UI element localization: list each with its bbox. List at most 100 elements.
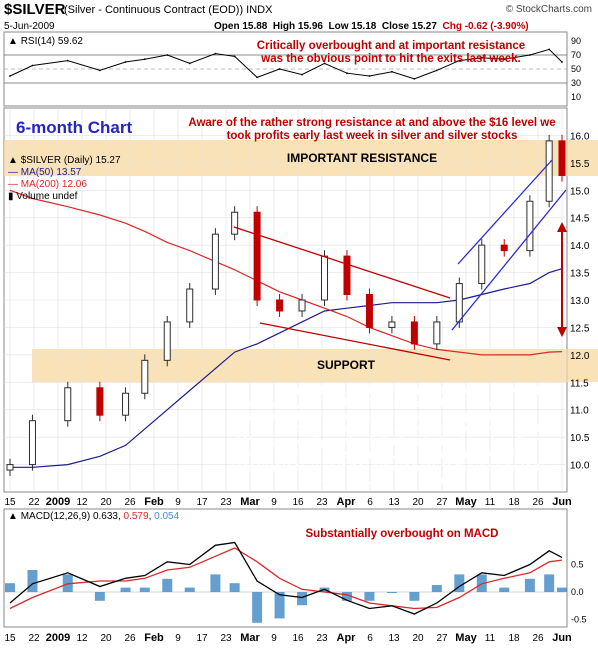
x-tick-label: 23 <box>316 633 328 644</box>
price-candle <box>478 244 486 285</box>
down-channel-lower <box>259 322 451 361</box>
x-tick-label: 18 <box>508 633 520 644</box>
high-value: High 15.96 <box>272 21 323 32</box>
price-tick-label: 11.0 <box>570 406 589 417</box>
macd-histogram-bar <box>341 592 352 601</box>
x-tick-label: 26 <box>532 497 544 508</box>
resistance-band <box>4 140 598 176</box>
x-tick-label: 11 <box>485 497 496 508</box>
price-tick-label: 11.5 <box>570 378 589 389</box>
macd-histogram-bar <box>162 578 173 592</box>
x-tick-label: 12 <box>76 633 88 644</box>
x-tick-label: May <box>455 496 477 508</box>
rsi-point <box>31 64 34 67</box>
price-candle <box>28 420 36 466</box>
rsi-point <box>323 62 326 65</box>
ohlc-readout: Open 15.88 High 15.96 Low 15.18 Close 15… <box>214 21 529 32</box>
macd-histogram-bar <box>364 592 375 601</box>
price-tick-label: 13.5 <box>570 269 590 280</box>
x-tick-label: Feb <box>144 632 164 644</box>
macd-histogram-bar <box>27 570 38 592</box>
copyright-text: © StockCharts.com <box>505 4 592 15</box>
support-label: SUPPORT <box>316 358 375 372</box>
rsi-point <box>9 75 11 77</box>
x-tick-label: 9 <box>271 633 277 644</box>
x-tick-label: 17 <box>196 633 208 644</box>
macd-histogram-bar <box>454 574 465 592</box>
macd-histogram-bar <box>229 583 240 592</box>
x-tick-label: Jun <box>552 632 572 644</box>
x-tick-label: 16 <box>292 497 304 508</box>
macd-tick-label: 0.0 <box>571 587 584 597</box>
macd-annotation: Substantially overbought on MACD <box>305 528 499 540</box>
x-tick-label: 22 <box>28 497 40 508</box>
macd-histogram-bar <box>184 587 195 592</box>
x-tick-label: 20 <box>100 633 112 644</box>
x-tick-label: 20 <box>100 497 112 508</box>
chart-date: 5-Jun-2009 <box>4 21 55 32</box>
close-value: Close 15.27 <box>381 21 437 32</box>
price-candle <box>500 244 508 252</box>
target-arrow-head-down <box>557 327 567 337</box>
x-tick-label: 12 <box>76 497 88 508</box>
x-tick-label: May <box>455 632 477 644</box>
price-tick-label: 12.5 <box>570 323 590 334</box>
x-tick-label: 2009 <box>46 496 70 508</box>
open-value: Open 15.88 <box>214 21 268 32</box>
x-tick-label: 6 <box>367 497 373 508</box>
price-candle <box>410 321 418 345</box>
price-candle <box>321 255 329 301</box>
rsi-tick-label: 90 <box>571 36 581 46</box>
x-tick-label: 6 <box>367 633 373 644</box>
symbol-title: $SILVER <box>4 1 66 18</box>
price-candle <box>231 211 239 235</box>
x-tick-label: 9 <box>175 497 181 508</box>
rsi-point <box>548 48 551 51</box>
x-tick-label: 23 <box>220 497 232 508</box>
rsi-point <box>529 54 531 56</box>
price-candle <box>298 299 306 312</box>
ma50-line <box>10 268 563 468</box>
rsi-point <box>301 73 303 76</box>
price-tick-label: 10.0 <box>570 461 590 472</box>
macd-histogram-bar <box>386 592 397 593</box>
price-tick-label: 15.5 <box>570 159 590 170</box>
macd-histogram-bar <box>139 587 150 592</box>
x-tick-label: 9 <box>175 633 181 644</box>
x-tick-label: 15 <box>4 497 16 508</box>
legend-price: ▲ $SILVER (Daily) 15.27 <box>8 155 121 166</box>
rsi-point <box>458 59 461 62</box>
macd-histogram-bar <box>297 592 308 606</box>
price-candle <box>186 288 194 323</box>
rsi-point <box>214 52 217 55</box>
macd-histogram-bar <box>5 583 15 592</box>
main-annotation: While a bounce from the lower trendline … <box>222 385 556 487</box>
x-tick-label: 26 <box>532 633 544 644</box>
uptrend-upper <box>457 159 553 265</box>
x-tick-label: 20 <box>412 497 424 508</box>
macd-histogram-bar <box>409 592 420 601</box>
rsi-point <box>561 61 563 63</box>
rsi-point <box>124 61 127 63</box>
x-tick-label: 20 <box>412 633 424 644</box>
x-tick-label: 13 <box>388 497 400 508</box>
resistance-label: IMPORTANT RESISTANCE <box>286 151 438 165</box>
x-tick-label: 23 <box>220 633 232 644</box>
symbol-description: (Silver - Continuous Contract (EOD)) IND… <box>64 4 273 16</box>
rsi-tick-label: 30 <box>571 78 581 88</box>
rsi-point <box>480 56 483 59</box>
x-tick-label: 27 <box>436 497 448 508</box>
price-tick-label: 13.0 <box>570 296 590 307</box>
price-tick-label: 14.0 <box>570 241 590 252</box>
price-candle <box>365 294 373 328</box>
rsi-tick-label: 10 <box>571 92 581 102</box>
rsi-point <box>346 72 348 75</box>
price-candle <box>388 321 396 328</box>
price-candle <box>253 211 261 301</box>
rsi-point <box>233 55 236 58</box>
x-tick-label: Feb <box>144 496 164 508</box>
rsi-point <box>66 59 69 62</box>
macd-signal-line <box>9 547 563 610</box>
x-tick-label: Apr <box>337 496 357 508</box>
